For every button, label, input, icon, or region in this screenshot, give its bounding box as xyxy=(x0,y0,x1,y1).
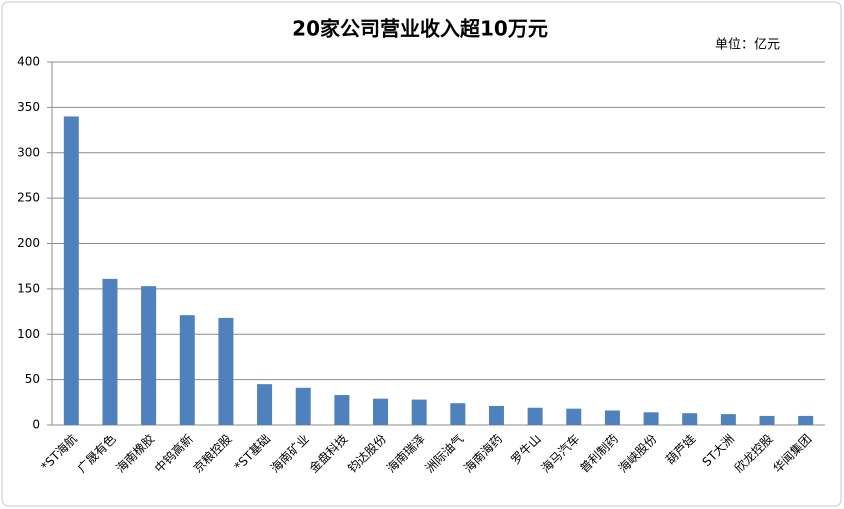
bar xyxy=(373,398,389,425)
bar xyxy=(488,405,504,425)
bar xyxy=(604,410,620,425)
y-tick-label: 150 xyxy=(17,281,40,295)
chart-title: 20家公司营业收入超10万元 xyxy=(292,17,548,41)
y-tick-label: 100 xyxy=(17,327,40,341)
y-tick-label: 0 xyxy=(32,418,40,432)
y-tick-label: 400 xyxy=(17,55,40,69)
y-tick-label: 350 xyxy=(17,100,40,114)
bar xyxy=(566,408,582,425)
bar xyxy=(218,317,234,425)
bar xyxy=(63,116,79,425)
y-tick-label: 200 xyxy=(17,236,40,250)
y-tick-label: 300 xyxy=(17,145,40,159)
unit-label: 单位：亿元 xyxy=(715,38,780,53)
bar xyxy=(759,415,775,425)
y-tick-label: 250 xyxy=(17,191,40,205)
bar xyxy=(102,278,118,425)
bar xyxy=(720,414,736,425)
bar xyxy=(141,286,157,425)
bar xyxy=(295,387,311,425)
bar xyxy=(179,315,195,425)
bar xyxy=(334,395,350,425)
bar xyxy=(643,412,659,425)
bar xyxy=(411,399,427,425)
y-tick-label: 50 xyxy=(25,372,40,386)
bar xyxy=(527,407,543,425)
bar xyxy=(450,403,466,425)
bar xyxy=(798,415,814,425)
bar xyxy=(257,384,273,425)
bar xyxy=(682,413,698,425)
